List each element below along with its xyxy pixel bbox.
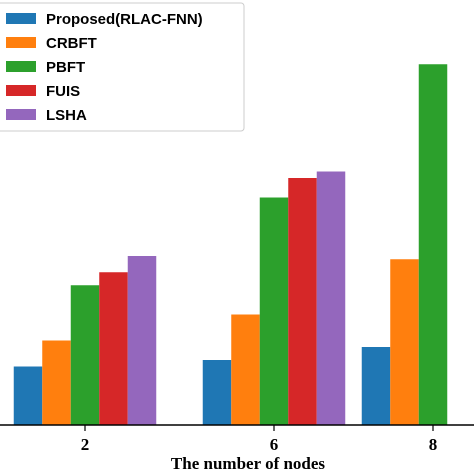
bar-lsha-2	[127, 256, 157, 425]
bar-crbft-6	[231, 314, 260, 425]
bar-lsha-6	[316, 171, 346, 425]
x-tick-label: 2	[81, 435, 90, 454]
bar-fuis-6	[288, 178, 317, 425]
legend-label: LSHA	[46, 107, 87, 124]
x-tick-label: 8	[429, 435, 438, 454]
bar-proposed-rlac-fnn-8	[361, 347, 391, 425]
x-axis-title: The number of nodes	[171, 454, 326, 473]
legend-swatch	[6, 109, 36, 120]
legend-swatch	[6, 61, 36, 72]
legend: Proposed(RLAC-FNN) CRBFT PBFT FUIS LSHA	[0, 2, 245, 132]
bar-proposed-rlac-fnn-6	[202, 360, 232, 425]
legend-label: CRBFT	[46, 35, 97, 52]
bars-group	[13, 64, 448, 425]
bar-fuis-2	[99, 272, 128, 425]
legend-frame	[0, 2, 245, 132]
legend-label: PBFT	[46, 59, 85, 76]
bar-pbft-2	[70, 285, 100, 425]
legend-label: Proposed(RLAC-FNN)	[46, 11, 203, 28]
bar-crbft-8	[390, 259, 419, 425]
bar-proposed-rlac-fnn-2	[13, 366, 43, 425]
legend-swatch	[6, 13, 36, 24]
bar-pbft-6	[259, 197, 289, 425]
legend-label: FUIS	[46, 83, 80, 100]
bar-crbft-2	[42, 340, 71, 425]
x-ticks-group: 2 6 8	[81, 425, 438, 454]
legend-swatch	[6, 37, 36, 48]
x-tick-label: 6	[270, 435, 279, 454]
legend-swatch	[6, 85, 36, 96]
bar-pbft-8	[418, 64, 448, 425]
